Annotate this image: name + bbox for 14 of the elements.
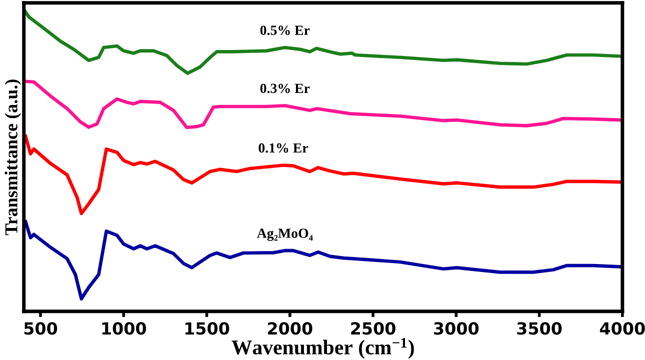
y-axis-title: Transmittance (a.u.) bbox=[4, 80, 22, 236]
series-label: 0.3% Er bbox=[260, 84, 310, 94]
x-tick-label: 3500 bbox=[517, 322, 562, 335]
series-label: 0.1% Er bbox=[258, 143, 308, 153]
series-label: 0.5% Er bbox=[260, 26, 310, 36]
x-tick-label: 1000 bbox=[102, 322, 146, 335]
x-tick-label: 2500 bbox=[351, 322, 396, 335]
x-axis-title: Wavenumber (cm$^{−1}$) bbox=[232, 338, 414, 359]
x-tick-label: 2000 bbox=[268, 322, 312, 335]
series-label: Ag₂MoO₄ bbox=[256, 228, 313, 241]
x-tick-label: 4000 bbox=[600, 322, 645, 335]
x-tick-label: 3000 bbox=[434, 322, 479, 335]
x-tick-label: 1500 bbox=[185, 322, 230, 335]
x-tick-label: 500 bbox=[24, 322, 58, 335]
